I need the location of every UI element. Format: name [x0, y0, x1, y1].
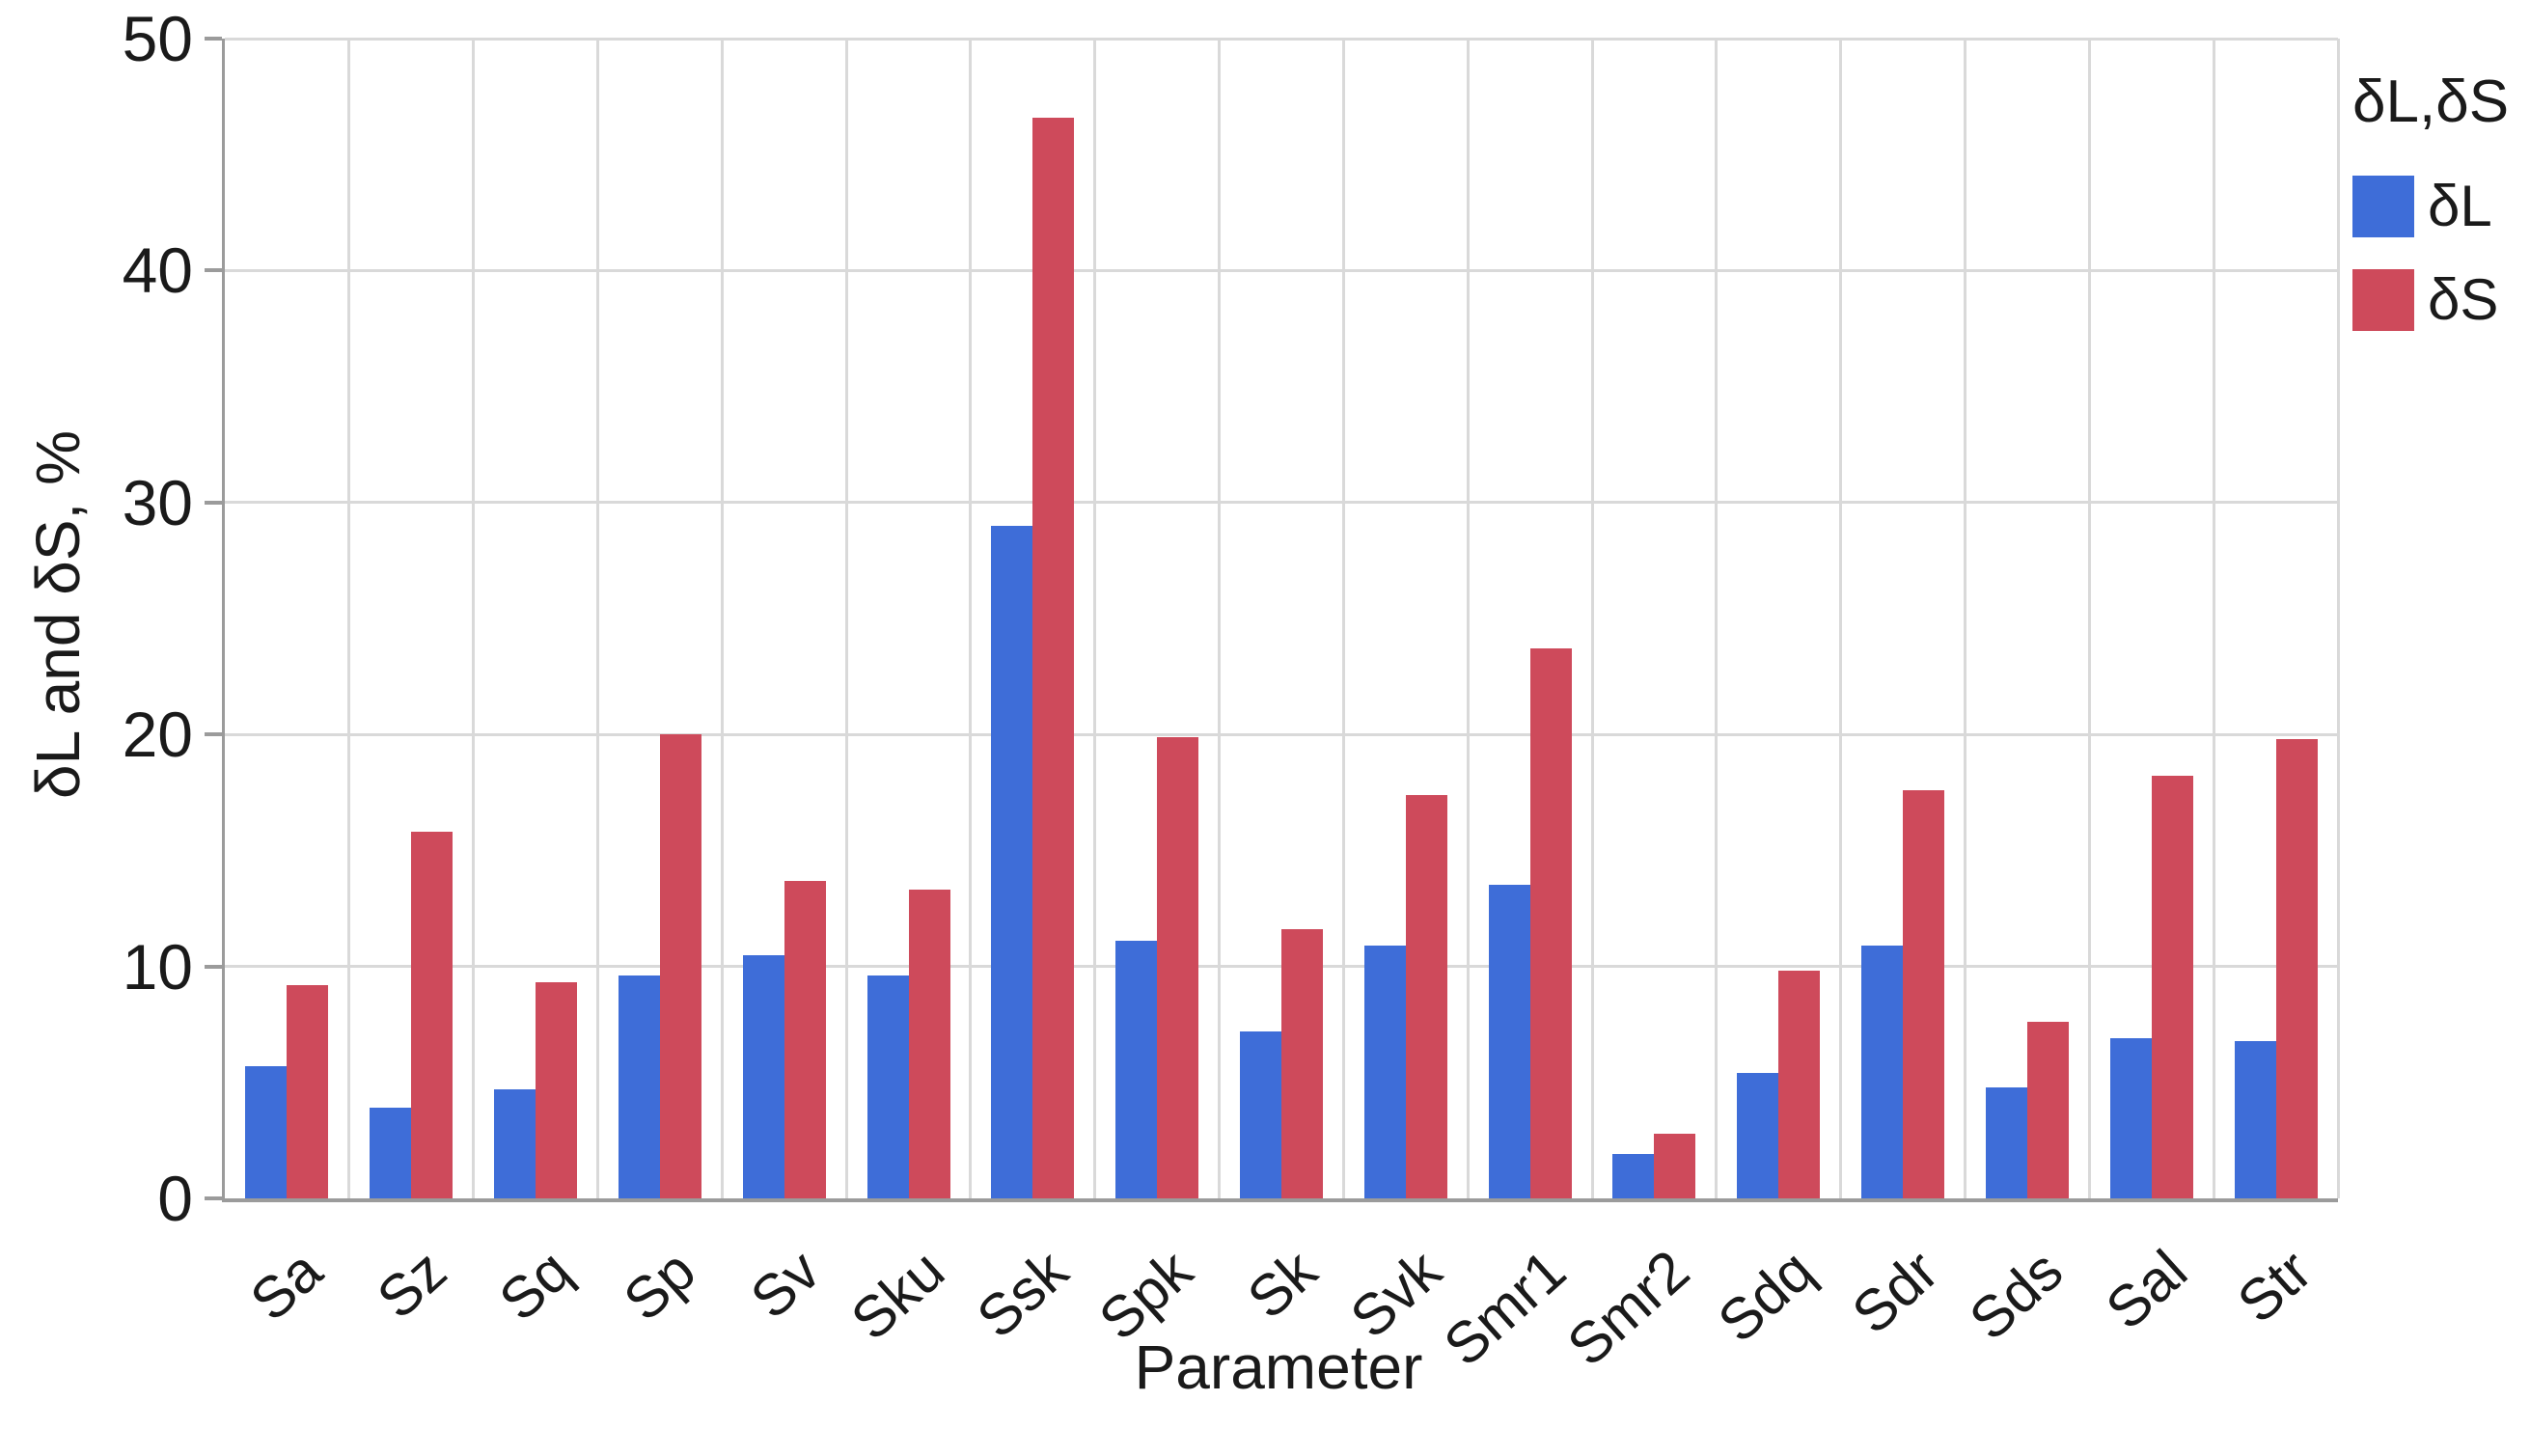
x-axis-title: Parameter: [1134, 1332, 1423, 1402]
legend-title: δL,δS: [2352, 69, 2510, 135]
bar-Sq-dL: [494, 1089, 536, 1198]
x-gridline-4: [720, 39, 724, 1198]
y-tick-mark-0: [205, 1196, 222, 1200]
y-gridline-20: [225, 732, 2338, 736]
bar-Sq-dS: [536, 982, 578, 1198]
y-gridline-50: [225, 37, 2338, 41]
bar-Sds-dL: [1985, 1086, 2027, 1198]
y-tick-label-50: 50: [122, 3, 193, 74]
plot-area: [205, 37, 2340, 1202]
x-gridline-14: [1964, 39, 1967, 1198]
bar-Sal-dS: [2151, 776, 2193, 1198]
x-gridline-6: [969, 39, 973, 1198]
bar-Sal-dL: [2109, 1038, 2152, 1198]
bar-Smr2-dL: [1612, 1154, 1655, 1198]
x-gridline-2: [472, 39, 476, 1198]
y-gridline-30: [225, 501, 2338, 505]
bar-Str-dL: [2234, 1040, 2276, 1198]
y-tick-label-30: 30: [122, 466, 193, 538]
bar-Sdq-dS: [1778, 971, 1821, 1198]
x-gridline-16: [2212, 39, 2215, 1198]
bar-Sa-dS: [287, 984, 329, 1198]
y-tick-label-40: 40: [122, 234, 193, 307]
x-tick-label-Sv: Sv: [737, 1237, 832, 1332]
bar-Str-dS: [2275, 739, 2318, 1198]
bar-Sz-dS: [411, 832, 454, 1198]
x-gridline-9: [1341, 39, 1345, 1198]
bar-Smr1-dL: [1488, 885, 1530, 1198]
y-axis-title: δL and δS, %: [23, 430, 93, 799]
bar-Sa-dL: [245, 1065, 288, 1198]
legend-label-dL: δL: [2428, 174, 2492, 238]
legend-label-dS: δS: [2428, 267, 2499, 332]
bar-Sdq-dL: [1737, 1073, 1779, 1198]
x-gridline-3: [595, 39, 599, 1198]
y-tick-mark-40: [205, 268, 222, 273]
bar-Sv-dL: [742, 954, 784, 1198]
bar-Svk-dS: [1405, 794, 1447, 1198]
bar-Sv-dS: [784, 880, 826, 1198]
bar-Sds-dS: [2026, 1022, 2069, 1198]
bar-Smr1-dS: [1529, 648, 1572, 1198]
x-gridline-1: [347, 39, 351, 1198]
y-tick-label-20: 20: [122, 699, 193, 771]
x-tick-label-Sp: Sp: [611, 1237, 707, 1333]
bar-Svk-dL: [1363, 945, 1406, 1198]
legend-item-dS: δS: [2352, 266, 2509, 333]
y-tick-mark-50: [205, 37, 222, 41]
y-tick-mark-10: [205, 964, 222, 969]
y-gridline-40: [225, 268, 2338, 272]
y-tick-label-10: 10: [122, 930, 193, 1003]
bar-Spk-dS: [1157, 736, 1199, 1198]
bar-Spk-dL: [1115, 941, 1158, 1198]
y-tick-label-0: 0: [157, 1163, 193, 1234]
x-gridline-8: [1218, 39, 1222, 1198]
legend-swatch-dS: [2352, 268, 2414, 331]
bar-Sp-dL: [618, 975, 660, 1198]
bar-Sp-dS: [659, 734, 701, 1198]
x-tick-label-Sdr: Sdr: [1839, 1237, 1951, 1347]
x-tick-label-Str: Str: [2224, 1237, 2324, 1335]
bar-Sku-dL: [866, 975, 909, 1198]
x-gridline-17: [2336, 39, 2340, 1198]
x-tick-label-Sal: Sal: [2093, 1237, 2199, 1342]
x-tick-label-Sq: Sq: [486, 1237, 584, 1333]
x-gridline-7: [1093, 39, 1097, 1198]
x-gridline-13: [1839, 39, 1843, 1198]
legend-item-dL: δL: [2352, 173, 2509, 239]
bar-Ssk-dL: [991, 525, 1033, 1198]
x-gridline-10: [1466, 39, 1470, 1198]
x-gridline-15: [2087, 39, 2091, 1198]
x-tick-label-Sa: Sa: [238, 1237, 335, 1333]
x-tick-label-Sk: Sk: [1235, 1237, 1330, 1332]
y-tick-mark-20: [205, 732, 222, 737]
legend: δL,δS δL δS: [2352, 68, 2509, 360]
x-tick-label-Sz: Sz: [365, 1237, 459, 1332]
bar-Smr2-dS: [1654, 1133, 1696, 1198]
legend-swatch-dL: [2352, 175, 2414, 237]
bar-Sdr-dL: [1861, 945, 1904, 1198]
x-gridline-11: [1590, 39, 1594, 1198]
bar-Sz-dL: [370, 1108, 412, 1198]
bar-Sk-dS: [1281, 929, 1323, 1198]
bar-Sk-dL: [1240, 1030, 1281, 1198]
y-tick-mark-30: [205, 500, 222, 505]
bar-Ssk-dS: [1032, 117, 1075, 1198]
x-gridline-12: [1715, 39, 1719, 1198]
x-gridline-5: [844, 39, 848, 1198]
bar-Sku-dS: [908, 890, 950, 1198]
bar-Sdr-dS: [1903, 789, 1945, 1198]
